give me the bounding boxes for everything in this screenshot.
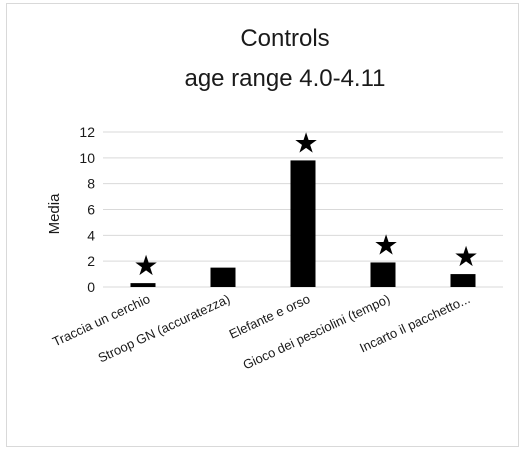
bar xyxy=(370,262,396,287)
y-tick-label: 8 xyxy=(87,176,95,192)
bars xyxy=(130,160,476,287)
y-tick-label: 12 xyxy=(79,124,95,140)
y-tick-label: 6 xyxy=(87,202,95,218)
x-category-label: Gioco dei pesciolini (tempo) xyxy=(241,291,393,372)
y-tick-labels: 0 2 4 6 8 10 12 xyxy=(79,124,95,295)
significance-star-icon: ★ xyxy=(453,240,478,273)
bar xyxy=(210,267,236,287)
y-tick-label: 4 xyxy=(87,227,95,243)
significance-star-icon: ★ xyxy=(373,228,398,261)
significance-star-icon: ★ xyxy=(133,249,158,282)
y-tick-label: 10 xyxy=(79,150,95,166)
chart-frame: Controls age range 4.0-4.11 Media 0 2 4 6 8 1… xyxy=(6,3,519,447)
bar xyxy=(130,283,156,287)
significance-stars: ★ ★ ★ ★ xyxy=(133,126,478,282)
significance-star-icon: ★ xyxy=(293,126,318,159)
y-tick-label: 2 xyxy=(87,253,95,269)
chart-title-line-1: Controls xyxy=(240,25,329,52)
bar xyxy=(290,160,316,287)
chart-title-line-2: age range 4.0-4.11 xyxy=(184,65,385,92)
y-axis-title: Media xyxy=(46,193,63,235)
y-tick-label: 0 xyxy=(87,279,95,295)
bar xyxy=(450,274,476,287)
bar-chart: Controls age range 4.0-4.11 Media 0 2 4 6 8 1… xyxy=(46,25,503,373)
x-category-label: Stroop GN (accuratezza) xyxy=(96,291,233,365)
